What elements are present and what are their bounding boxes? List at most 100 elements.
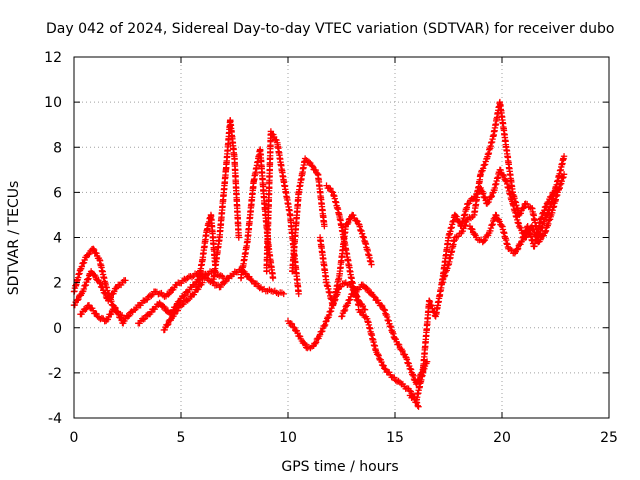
data-point-interp	[481, 236, 489, 244]
data-point-interp	[339, 312, 346, 320]
data-point-interp	[377, 301, 385, 309]
x-axis-label: GPS time / hours	[281, 459, 398, 475]
series-track-16	[355, 306, 422, 410]
data-point	[122, 277, 129, 284]
data-point-interp	[309, 163, 316, 170]
data-point-interp	[485, 198, 492, 206]
series-track-17	[406, 166, 568, 404]
data-point-interp	[312, 339, 320, 346]
data-point-interp	[92, 272, 99, 280]
data-point-interp	[327, 185, 334, 192]
data-point-interp	[242, 270, 249, 277]
data-point-interp	[289, 323, 297, 331]
data-point-interp	[188, 274, 196, 281]
data-point-interp	[378, 302, 386, 310]
data-point-interp	[346, 296, 354, 303]
data-point-interp	[165, 291, 172, 298]
data-point-interp	[374, 297, 382, 304]
data-point-interp	[341, 307, 348, 315]
data-point-interp	[548, 192, 555, 200]
data-point-interp	[465, 200, 473, 207]
y-tick-label: 4	[53, 231, 62, 247]
y-tick-label: 0	[53, 321, 62, 337]
data-point-interp	[378, 358, 385, 366]
data-point-interp	[80, 285, 88, 293]
data-point-interp	[102, 290, 109, 297]
data-point-interp	[84, 251, 92, 258]
data-point-interp	[84, 276, 92, 283]
y-tick-label: 6	[53, 185, 62, 201]
data-point-interp	[115, 310, 122, 318]
data-point-interp	[181, 292, 188, 299]
data-point	[96, 279, 103, 286]
y-tick-label: 10	[44, 95, 62, 111]
data-point	[269, 274, 277, 282]
data-point-interp	[112, 285, 120, 292]
data-point-interp	[78, 310, 85, 318]
data-point-interp	[519, 205, 527, 212]
data-point-interp	[344, 300, 352, 307]
data-point-interp	[344, 219, 352, 226]
data-point-interp	[125, 312, 133, 319]
data-point-interp	[90, 246, 98, 254]
series-track-3	[77, 301, 127, 327]
data-point-interp	[82, 306, 89, 313]
data-point-interp	[159, 302, 167, 310]
data-point-interp	[180, 293, 187, 300]
data-point-interp	[391, 374, 398, 381]
data-point-interp	[161, 303, 168, 311]
data-point-interp	[300, 339, 308, 347]
data-point-interp	[171, 310, 178, 318]
data-point-interp	[312, 166, 320, 174]
data-point	[415, 403, 422, 410]
data-point-interp	[321, 321, 329, 329]
data-point-interp	[164, 320, 172, 328]
data-point-interp	[517, 210, 524, 217]
series-track-18	[438, 98, 568, 286]
data-point	[368, 261, 375, 268]
series-track-15	[338, 281, 431, 388]
data-point-interp	[78, 263, 86, 270]
data-point-interp	[86, 250, 93, 258]
x-tick-label: 0	[70, 430, 79, 446]
data-point-interp	[502, 177, 509, 184]
data-point-interp	[350, 212, 357, 219]
data-point-interp	[500, 172, 508, 180]
series-track-14	[323, 182, 362, 309]
x-tick-label: 25	[600, 430, 618, 446]
data-point-interp	[499, 171, 507, 178]
data-point	[308, 162, 315, 169]
series-track-13	[316, 211, 375, 309]
data-point-interp	[547, 193, 555, 201]
data-point-interp	[82, 281, 90, 289]
data-point-interp	[399, 347, 406, 355]
data-point-interp	[344, 221, 351, 228]
data-point-interp	[97, 280, 104, 287]
data-point	[90, 245, 97, 252]
series-track-19	[466, 184, 563, 257]
data-point-interp	[514, 245, 522, 252]
data-point-interp	[375, 352, 382, 359]
data-point-interp	[99, 284, 106, 291]
data-point-interp	[312, 340, 319, 347]
data-point-interp	[107, 294, 115, 301]
y-tick-label: -4	[48, 411, 62, 427]
data-point-interp	[112, 304, 119, 312]
data-point-interp	[453, 213, 460, 220]
data-point-interp	[253, 280, 261, 287]
data-point-interp	[166, 289, 173, 297]
data-point-interp	[141, 315, 149, 322]
data-point	[220, 274, 227, 282]
data-point-interp	[75, 296, 82, 303]
data-point	[370, 292, 377, 300]
y-tick-label: 8	[53, 140, 62, 156]
data-point-interp	[395, 341, 403, 349]
series-track-2	[70, 268, 129, 309]
data-point-interp	[74, 297, 81, 304]
data-point-interp	[364, 285, 371, 293]
data-point-interp	[85, 275, 92, 282]
data-point-interp	[497, 166, 504, 174]
y-tick-label: -2	[48, 366, 62, 382]
data-point-interp	[393, 378, 401, 385]
data-point-interp	[488, 192, 496, 200]
